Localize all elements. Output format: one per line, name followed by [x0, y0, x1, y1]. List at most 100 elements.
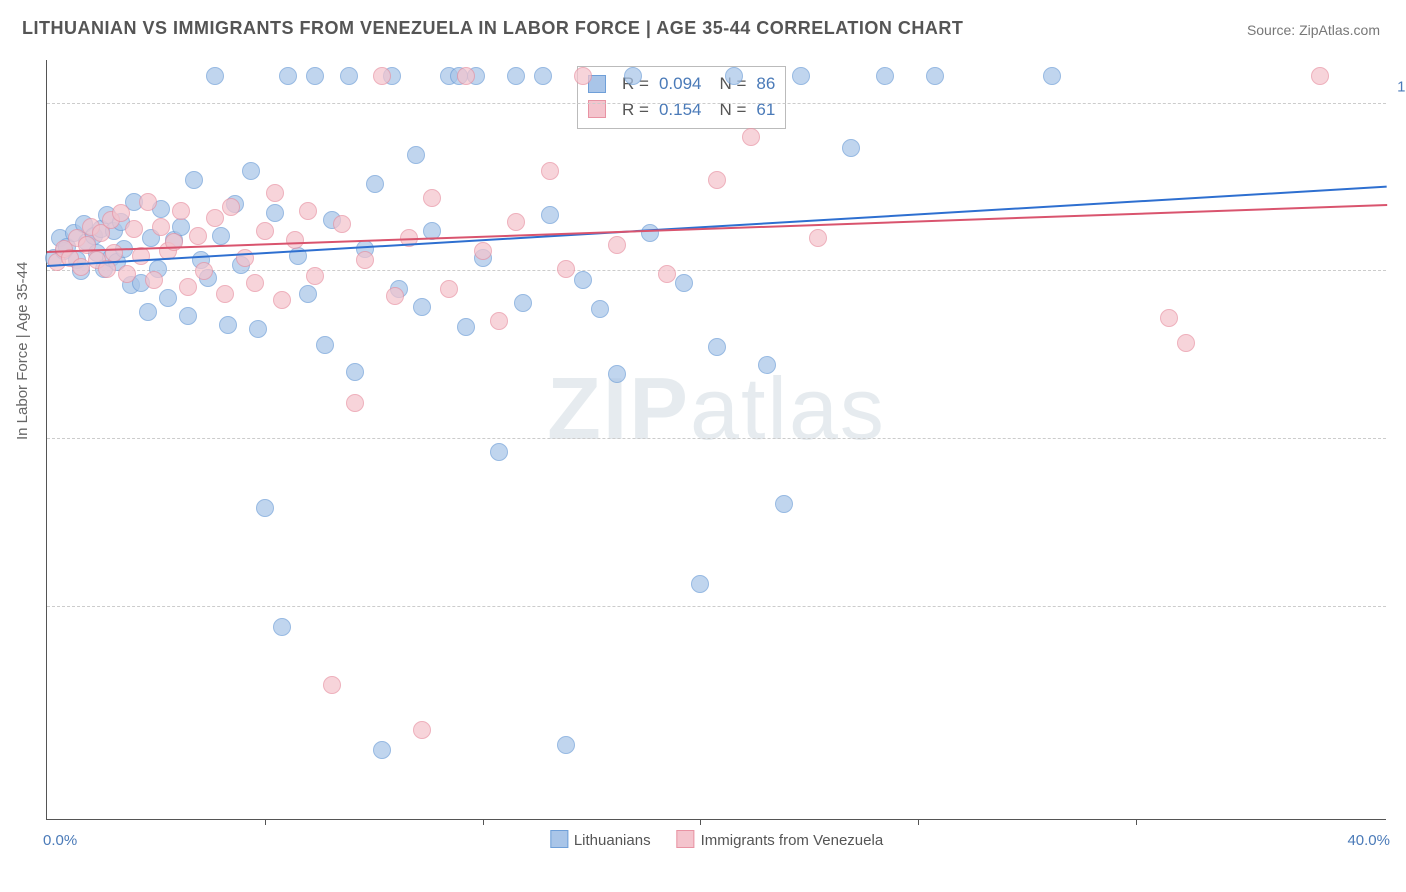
data-point	[266, 184, 284, 202]
data-point	[242, 162, 260, 180]
data-point	[507, 67, 525, 85]
stats-box: R =0.094N =86R =0.154N =61	[577, 66, 786, 129]
data-point	[534, 67, 552, 85]
data-point	[273, 291, 291, 309]
stats-row: R =0.154N =61	[588, 97, 775, 123]
data-point	[514, 294, 532, 312]
data-point	[557, 260, 575, 278]
data-point	[386, 287, 404, 305]
data-point	[490, 312, 508, 330]
data-point	[266, 204, 284, 222]
data-point	[423, 189, 441, 207]
data-point	[152, 218, 170, 236]
data-point	[758, 356, 776, 374]
stats-r-value: 0.094	[659, 71, 702, 97]
data-point	[490, 443, 508, 461]
data-point	[206, 209, 224, 227]
x-tick	[265, 819, 266, 825]
stats-n-label: N =	[719, 97, 746, 123]
data-point	[216, 285, 234, 303]
data-point	[333, 215, 351, 233]
data-point	[457, 67, 475, 85]
data-point	[179, 307, 197, 325]
data-point	[256, 222, 274, 240]
data-point	[792, 67, 810, 85]
data-point	[273, 618, 291, 636]
stats-row: R =0.094N =86	[588, 71, 775, 97]
y-tick-label: 100.0%	[1397, 78, 1406, 95]
data-point	[541, 162, 559, 180]
trend-line	[47, 186, 1387, 267]
data-point	[306, 267, 324, 285]
data-point	[608, 365, 626, 383]
data-point	[256, 499, 274, 517]
gridline-h	[47, 103, 1386, 104]
x-tick	[918, 819, 919, 825]
data-point	[675, 274, 693, 292]
data-point	[708, 171, 726, 189]
data-point	[206, 67, 224, 85]
data-point	[1177, 334, 1195, 352]
data-point	[708, 338, 726, 356]
data-point	[474, 242, 492, 260]
data-point	[316, 336, 334, 354]
data-point	[346, 394, 364, 412]
legend-item: Lithuanians	[550, 830, 651, 849]
chart-title: LITHUANIAN VS IMMIGRANTS FROM VENEZUELA …	[22, 18, 963, 39]
data-point	[279, 67, 297, 85]
source-label: Source: ZipAtlas.com	[1247, 22, 1380, 38]
y-axis-title: In Labor Force | Age 35-44	[14, 262, 31, 440]
data-point	[373, 741, 391, 759]
data-point	[413, 721, 431, 739]
data-point	[145, 271, 163, 289]
data-point	[1043, 67, 1061, 85]
data-point	[139, 193, 157, 211]
data-point	[641, 224, 659, 242]
data-point	[457, 318, 475, 336]
legend-label: Lithuanians	[574, 832, 651, 849]
data-point	[356, 251, 374, 269]
data-point	[507, 213, 525, 231]
data-point	[212, 227, 230, 245]
data-point	[574, 271, 592, 289]
watermark-thin: atlas	[690, 359, 886, 458]
data-point	[125, 220, 143, 238]
data-point	[842, 139, 860, 157]
watermark: ZIPatlas	[547, 358, 886, 460]
data-point	[172, 202, 190, 220]
data-point	[541, 206, 559, 224]
data-point	[742, 128, 760, 146]
gridline-h	[47, 606, 1386, 607]
data-point	[159, 289, 177, 307]
data-point	[72, 258, 90, 276]
data-point	[624, 67, 642, 85]
data-point	[591, 300, 609, 318]
legend-item: Immigrants from Venezuela	[677, 830, 884, 849]
data-point	[112, 204, 130, 222]
data-point	[189, 227, 207, 245]
gridline-h	[47, 438, 1386, 439]
data-point	[286, 231, 304, 249]
x-tick	[1136, 819, 1137, 825]
data-point	[1311, 67, 1329, 85]
data-point	[249, 320, 267, 338]
x-tick	[700, 819, 701, 825]
legend-swatch	[550, 830, 568, 848]
data-point	[219, 316, 237, 334]
data-point	[222, 198, 240, 216]
data-point	[407, 146, 425, 164]
data-point	[118, 265, 136, 283]
data-point	[195, 262, 213, 280]
data-point	[236, 249, 254, 267]
stats-n-value: 61	[756, 97, 775, 123]
legend-label: Immigrants from Venezuela	[701, 832, 884, 849]
data-point	[876, 67, 894, 85]
x-axis-min-label: 0.0%	[43, 832, 77, 849]
data-point	[608, 236, 626, 254]
trend-line	[47, 205, 1387, 254]
data-point	[139, 303, 157, 321]
data-point	[691, 575, 709, 593]
data-point	[440, 280, 458, 298]
data-point	[185, 171, 203, 189]
stats-r-label: R =	[622, 97, 649, 123]
